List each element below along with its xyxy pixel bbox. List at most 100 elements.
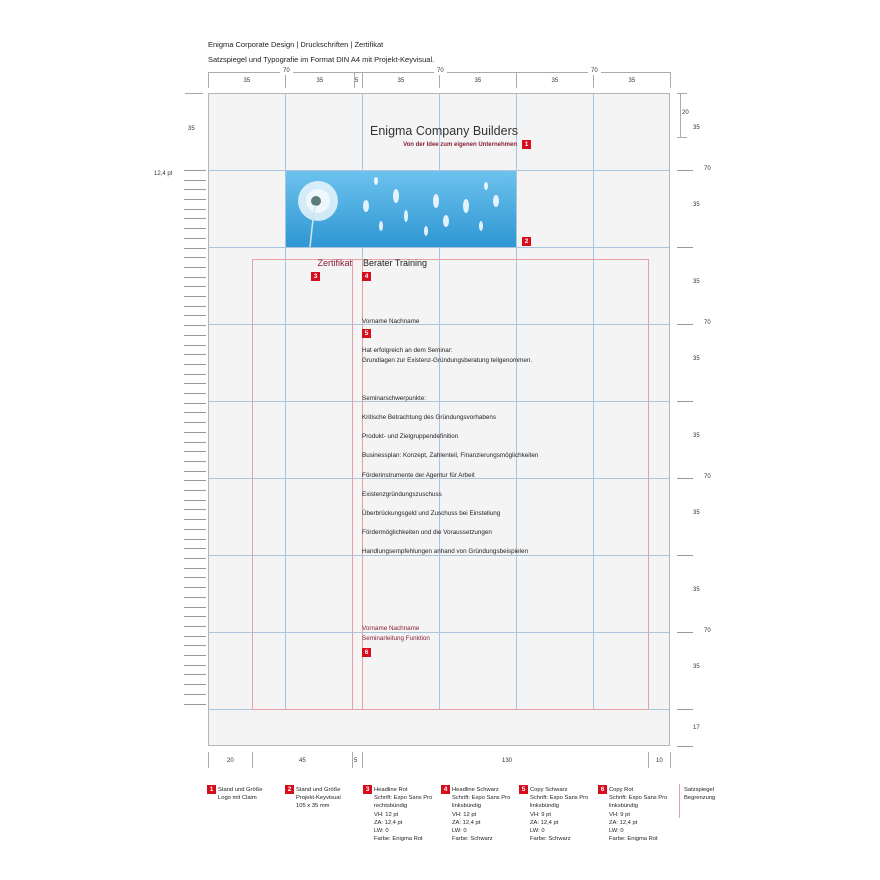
legend-item: Stand und Größe Logo mit Claim bbox=[218, 786, 262, 802]
topic-item: Kritische Betrachtung des Gründungsvorha… bbox=[362, 414, 497, 421]
header-subtitle: Satzspiegel und Typografie im Format DIN… bbox=[208, 55, 435, 64]
legend-line: Schrift: Expo Sans Pro bbox=[609, 795, 668, 802]
dimension-label: 70 bbox=[280, 68, 293, 76]
signer-role: Seminarleitung Funktion bbox=[362, 635, 430, 642]
legend-line: ZA: 12,4 pt bbox=[374, 819, 403, 826]
legend-line: VH: 12 pt bbox=[452, 811, 477, 818]
topics-heading: Seminarschwerpunkte: bbox=[362, 395, 427, 402]
legend-badge: 3 bbox=[363, 785, 372, 794]
type-area-edge bbox=[362, 259, 363, 709]
baseline-tick bbox=[184, 626, 206, 627]
baseline-tick bbox=[184, 636, 206, 637]
dimension-label: 70 bbox=[588, 68, 601, 76]
dimension-label: 70 bbox=[704, 166, 711, 172]
intro-line-1: Hat erfolgreich an dem Seminar: bbox=[362, 347, 453, 354]
dimension-label: 35 bbox=[693, 433, 700, 439]
dimension-label: 12,4 pt bbox=[154, 171, 173, 177]
dimension-tick bbox=[354, 72, 355, 88]
legend-line: linksbündig bbox=[530, 803, 560, 810]
baseline-tick bbox=[184, 218, 206, 219]
baseline-tick bbox=[184, 286, 206, 287]
legend-item: Copy Schwarz Schrift: Expo Sans Pro linksb… bbox=[530, 786, 588, 843]
keyvisual-image bbox=[286, 171, 516, 248]
dimension-label: 35 bbox=[316, 78, 324, 84]
baseline-tick bbox=[184, 509, 206, 510]
badge-2: 2 bbox=[522, 237, 531, 246]
topic-item: Businessplan: Konzept, Zahlenteil, Finan… bbox=[362, 452, 539, 460]
grid-row-line bbox=[209, 324, 669, 325]
baseline-tick bbox=[184, 180, 206, 181]
baseline-tick bbox=[184, 655, 206, 656]
baseline-tick bbox=[184, 461, 206, 462]
legend-line: Projekt-Keyvisual bbox=[296, 795, 341, 802]
baseline-tick bbox=[184, 529, 206, 530]
dimension-tick bbox=[439, 72, 440, 88]
dimension-tick bbox=[352, 752, 353, 768]
baseline-tick bbox=[184, 684, 206, 685]
legend-line: Schrift: Expo Sans Pro bbox=[374, 795, 433, 802]
baseline-tick bbox=[184, 500, 206, 501]
dimension-label: 10 bbox=[656, 758, 663, 764]
topic-item: Fördermöglichkeiten und die Voraussetzun… bbox=[362, 529, 492, 537]
dimension-label: 35 bbox=[551, 78, 559, 84]
baseline-tick bbox=[184, 607, 206, 608]
dimension-tick bbox=[677, 170, 693, 171]
legend-line: Headline Schwarz bbox=[452, 787, 499, 793]
dimension-label: 35 bbox=[397, 78, 405, 84]
dimension-tick bbox=[677, 478, 693, 479]
type-area-bottom bbox=[252, 709, 648, 710]
dimension-tick bbox=[677, 324, 693, 325]
grid-row-line bbox=[209, 555, 669, 556]
dimension-tick bbox=[677, 401, 693, 402]
dimension-label: 35 bbox=[474, 78, 482, 84]
baseline-tick bbox=[184, 383, 206, 384]
dimension-tick bbox=[670, 752, 671, 768]
legend-line: Farbe: Enigma Rot bbox=[609, 836, 658, 843]
baseline-tick bbox=[184, 364, 206, 365]
grid-row-line bbox=[209, 632, 669, 633]
baseline-tick bbox=[184, 587, 206, 588]
dimension-label: 45 bbox=[299, 758, 306, 764]
baseline-tick bbox=[184, 645, 206, 646]
dimension-label: 130 bbox=[502, 758, 513, 764]
baseline-tick bbox=[184, 490, 206, 491]
grid-row-line bbox=[209, 401, 669, 402]
type-area-edge bbox=[252, 259, 253, 709]
baseline-tick bbox=[184, 374, 206, 375]
baseline-tick bbox=[184, 451, 206, 452]
company-logo: Enigma Company Builders bbox=[370, 124, 518, 138]
baseline-tick bbox=[184, 403, 206, 404]
baseline-tick bbox=[184, 548, 206, 549]
dimension-tick bbox=[362, 72, 363, 88]
legend-line: LW: 0 bbox=[530, 828, 545, 835]
badge-5: 5 bbox=[362, 329, 371, 338]
dimension-label: 20 bbox=[227, 758, 234, 764]
legend-line: VH: 9 pt bbox=[530, 811, 551, 818]
dimension-label: 35 bbox=[693, 510, 700, 516]
dimension-tick bbox=[677, 709, 693, 710]
baseline-tick bbox=[184, 480, 206, 481]
baseline-tick bbox=[184, 616, 206, 617]
legend-line: Satzspiegel bbox=[684, 787, 714, 793]
legend-badge: 5 bbox=[519, 785, 528, 794]
baseline-tick bbox=[184, 189, 206, 190]
legend-badge: 2 bbox=[285, 785, 294, 794]
legend-line: Copy Rot bbox=[609, 787, 634, 793]
baseline-tick bbox=[184, 345, 206, 346]
baseline-tick bbox=[184, 597, 206, 598]
dimension-tick bbox=[670, 72, 671, 88]
baseline-tick bbox=[184, 422, 206, 423]
type-area-edge bbox=[352, 259, 353, 709]
legend-badge: 1 bbox=[207, 785, 216, 794]
legend-line: ZA: 12,4 pt bbox=[452, 819, 481, 826]
intro-line-2: Grundlagen zur Existenz-Gründungsberatun… bbox=[362, 357, 533, 364]
legend-line: linksbündig bbox=[452, 803, 482, 810]
dimension-label: 70 bbox=[704, 628, 711, 634]
dimension-tick bbox=[677, 93, 687, 94]
legend-line: VH: 9 pt bbox=[609, 811, 630, 818]
legend-line: linksbündig bbox=[609, 803, 639, 810]
dimension-label: 35 bbox=[693, 125, 700, 131]
legend-line: ZA: 12,4 pt bbox=[530, 819, 559, 826]
baseline-tick bbox=[184, 199, 206, 200]
legend-line: LW: 0 bbox=[609, 828, 624, 835]
